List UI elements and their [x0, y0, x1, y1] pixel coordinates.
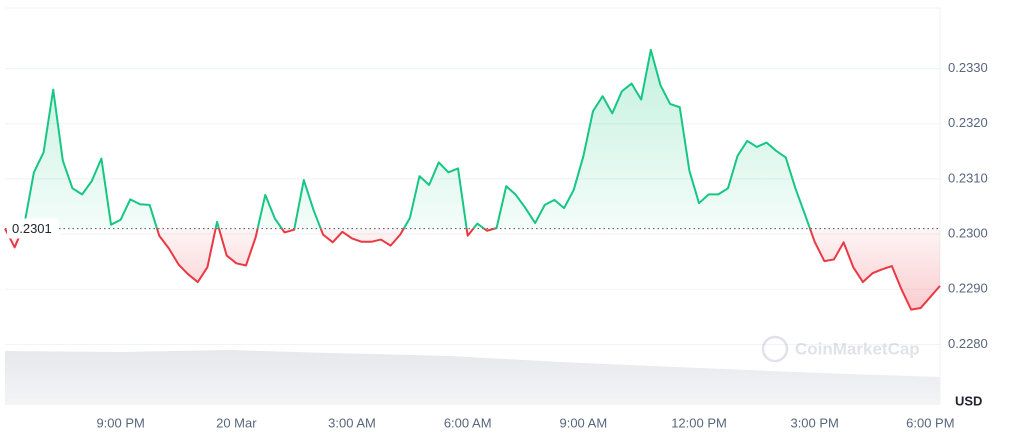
- y-tick-label: 0.2310: [948, 170, 988, 185]
- y-tick-label: 0.2280: [948, 336, 988, 351]
- y-tick-label: 0.2320: [948, 115, 988, 130]
- x-tick-label: 6:00 PM: [906, 415, 954, 430]
- x-tick-label: 6:00 AM: [444, 415, 492, 430]
- price-area: [5, 49, 940, 310]
- x-tick-label: 9:00 PM: [96, 415, 144, 430]
- price-line: [4, 48, 941, 311]
- y-tick-label: 0.2290: [948, 281, 988, 296]
- x-tick-label: 12:00 PM: [671, 415, 727, 430]
- watermark-text: CoinMarketCap: [795, 339, 920, 358]
- reference-label-box: [7, 218, 59, 239]
- y-tick-label: 0.2300: [948, 226, 988, 241]
- x-tick-label: 3:00 PM: [790, 415, 838, 430]
- watermark-logo: [761, 335, 789, 363]
- y-unit: USD: [955, 393, 982, 408]
- x-tick-label: 9:00 AM: [559, 415, 607, 430]
- x-tick-label: 3:00 AM: [328, 415, 376, 430]
- x-tick-label: 20 Mar: [216, 415, 257, 430]
- y-tick-label: 0.2330: [948, 60, 988, 75]
- volume-area: [5, 350, 940, 405]
- watermark: CoinMarketCap: [761, 335, 920, 363]
- reference-label: 0.2301: [12, 221, 52, 236]
